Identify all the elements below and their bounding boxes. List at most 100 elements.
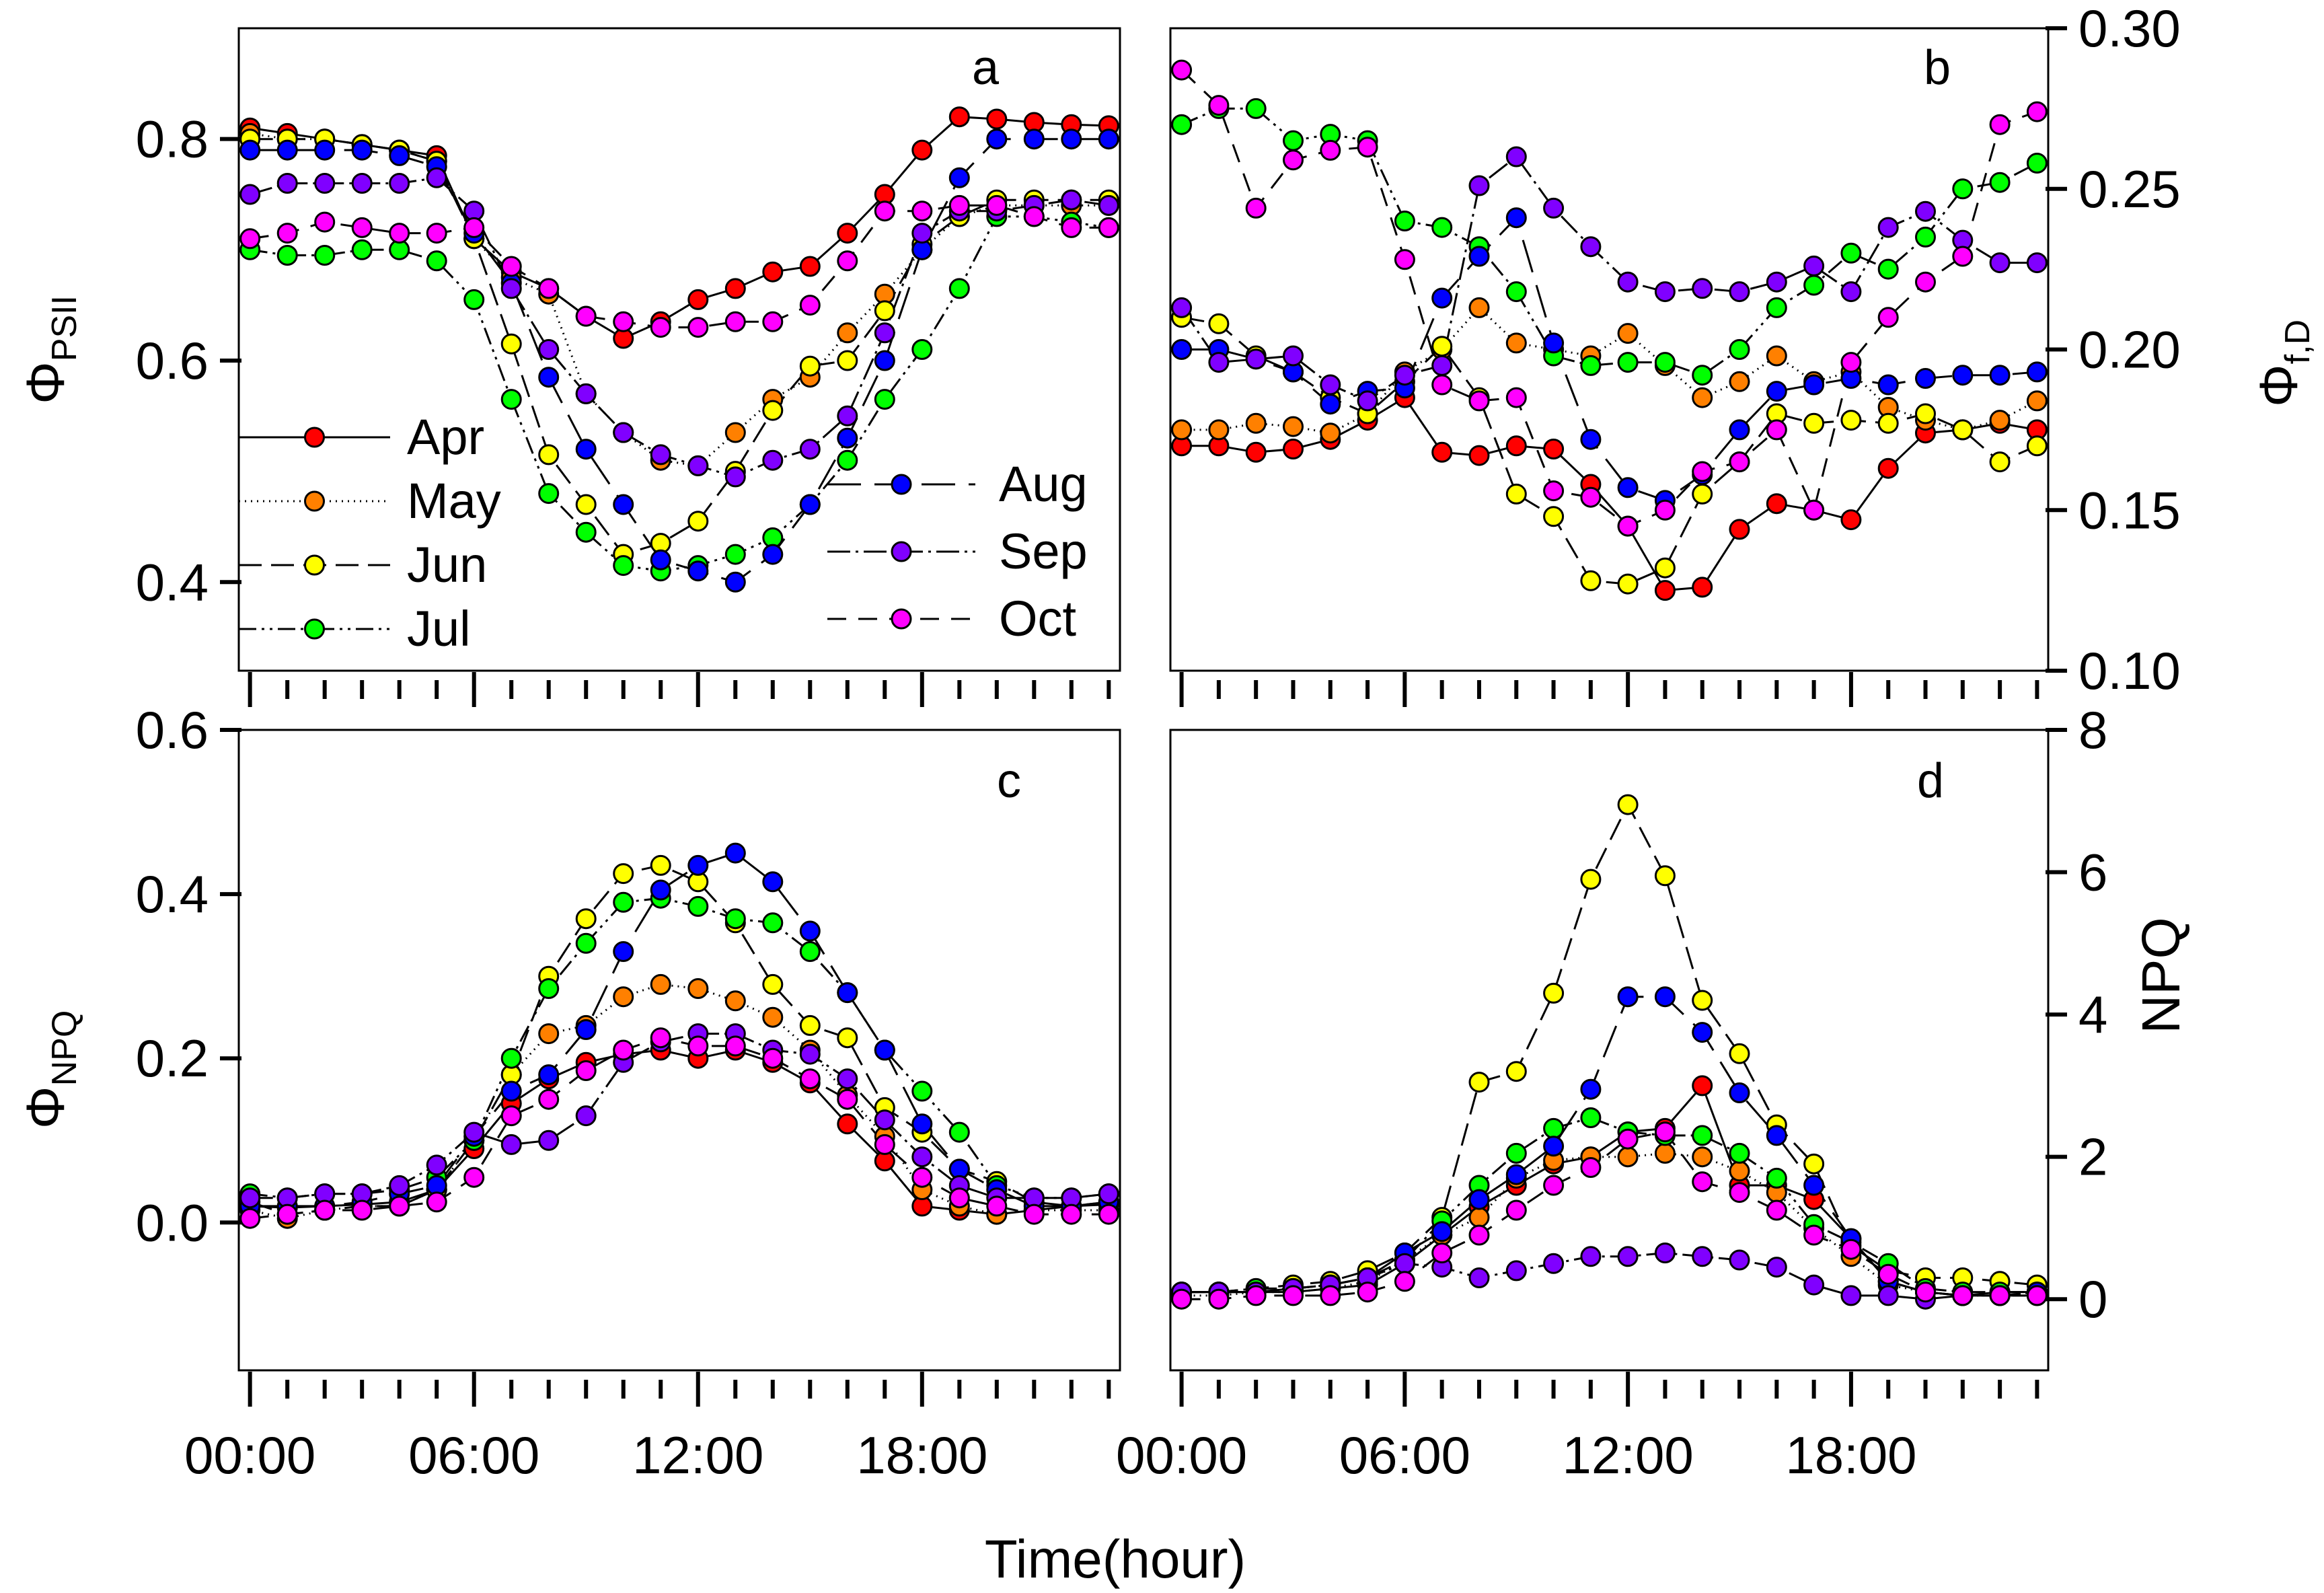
legend-label-apr: Apr [407,409,484,465]
panel-a-point-sep [874,322,895,344]
panel-d: 0 2 4 6 8 00:00 06:00 12:00 18:00 d NPQ [1116,700,2191,1485]
panel-d-series [1171,794,2048,1310]
panel-b-point-sep [1320,374,1341,396]
panel-a-point-jul [874,389,895,410]
panel-b-point-aug [1543,332,1565,354]
panel-b-point-oct [1580,486,1602,508]
panel-a-point-jun [799,355,821,377]
panel-a-point-jul [538,483,560,505]
panel-a-point-sep [650,444,671,466]
panel-a-point-aug [351,139,373,161]
panel-a-series [239,106,1119,593]
panel-b-point-may [1989,410,2011,431]
panel-b-point-sep [1692,278,1713,299]
panel-a-point-jul [500,389,522,410]
panel-d-point-oct [1505,1199,1527,1221]
panel-c-point-oct [911,1166,933,1188]
panel-c-xtick-label: 06:00 [408,1425,539,1485]
panel-d-point-sep [1654,1243,1676,1263]
panel-b-point-oct [1320,139,1341,161]
panel-d-point-may [1617,1146,1639,1168]
panel-a-point-oct [314,211,336,233]
panel-d-point-sep [1766,1257,1787,1278]
panel-b-point-oct [1245,197,1267,219]
panel-c-ytick-label: 0.2 [136,1029,209,1088]
panel-a-point-apr [762,261,784,283]
panel-d-point-oct [1654,1121,1676,1143]
panel-c-point-sep [463,1121,485,1143]
panel-c-point-jul [911,1080,933,1102]
panel-d-point-sep [1692,1246,1713,1267]
panel-b-point-apr [1431,441,1453,463]
panel-a-point-aug [724,571,746,593]
panel-d-point-oct [1617,1128,1639,1150]
panel-d-point-oct [1692,1171,1713,1193]
panel-c-xtick-label: 12:00 [632,1425,763,1485]
panel-c-point-aug [874,1039,895,1061]
legend-marker-jul [304,618,325,640]
panel-b-point-aug [1729,419,1750,441]
panel-b-point-sep [1394,365,1415,386]
panel-c-point-aug [724,842,746,864]
panel-d-point-jul [1729,1142,1750,1164]
panel-b-point-jul [1915,226,1936,248]
panel-d-xtick-label: 06:00 [1339,1425,1470,1485]
legend-label-sep: Sep [999,523,1088,579]
panel-b-point-aug [1877,374,1899,396]
panel-a-point-jun [762,400,784,421]
panel-c-point-oct [1098,1203,1119,1225]
panel-b-point-jul [1580,355,1602,376]
panel-b-point-aug [1803,374,1825,396]
panel-c-point-jun [837,1027,858,1049]
panel-a-point-apr [837,223,858,244]
panel-a-point-oct [239,228,261,250]
panel-d-point-oct [1840,1238,1862,1260]
panel-a-point-sep [239,184,261,205]
legend-marker-oct [891,608,912,630]
legend-marker-may [304,490,325,512]
panel-a-point-oct [613,311,634,332]
panel-c-point-may [538,1023,560,1045]
panel-d-point-oct [1803,1224,1825,1246]
panel-d-ticks: 0 2 4 6 8 00:00 06:00 12:00 18:00 [1116,700,2107,1485]
panel-b-point-jul [1283,130,1304,151]
panel-c-point-oct [538,1088,560,1110]
panel-d-point-oct [2026,1285,2048,1306]
panel-b-point-jun [1877,412,1899,434]
panel-a-point-aug [239,139,261,161]
panel-a-point-oct [762,311,784,332]
panel-b-point-jun [1617,573,1639,595]
panel-a-point-jul [911,339,933,360]
panel-c-point-sep [575,1105,597,1127]
panel-d-point-oct [1431,1243,1453,1263]
panel-c-point-sep [426,1154,447,1176]
panel-a-point-aug [1023,128,1045,150]
panel-c-point-aug [575,1019,597,1040]
panel-a-point-oct [687,317,709,338]
panel-c-ytick-label: 0.4 [136,864,209,924]
panel-a-ytick-label: 0.8 [136,110,209,169]
panel-d-point-aug [1692,1022,1713,1043]
panel-c-point-sep [837,1068,858,1090]
panel-a-point-apr [687,289,709,310]
panel-b-point-oct [1654,499,1676,521]
panel-c-point-oct [463,1166,485,1188]
panel-a-point-jun [874,300,895,322]
panel-b-point-oct [1803,499,1825,521]
panel-a-point-oct [538,278,560,299]
panel-b-point-jun [1208,313,1230,334]
panel-b-point-jun [1840,410,1862,431]
panel-c-series [239,842,1119,1229]
panel-b-letter: b [1924,41,1951,95]
panel-b-point-sep [1505,146,1527,168]
panel-a-ylabel: ΦPSII [15,295,84,404]
panel-a-point-jul [314,245,336,266]
panel-c-point-jul [799,941,821,962]
panel-b-point-aug [1505,207,1527,229]
panel-d-point-sep [1877,1285,1899,1306]
panel-b-point-may [1729,371,1750,392]
panel-a-point-sep [613,422,634,443]
panel-c-point-jun [799,1014,821,1036]
panel-b-point-aug [1915,368,1936,389]
panel-d-point-may [1729,1160,1750,1182]
